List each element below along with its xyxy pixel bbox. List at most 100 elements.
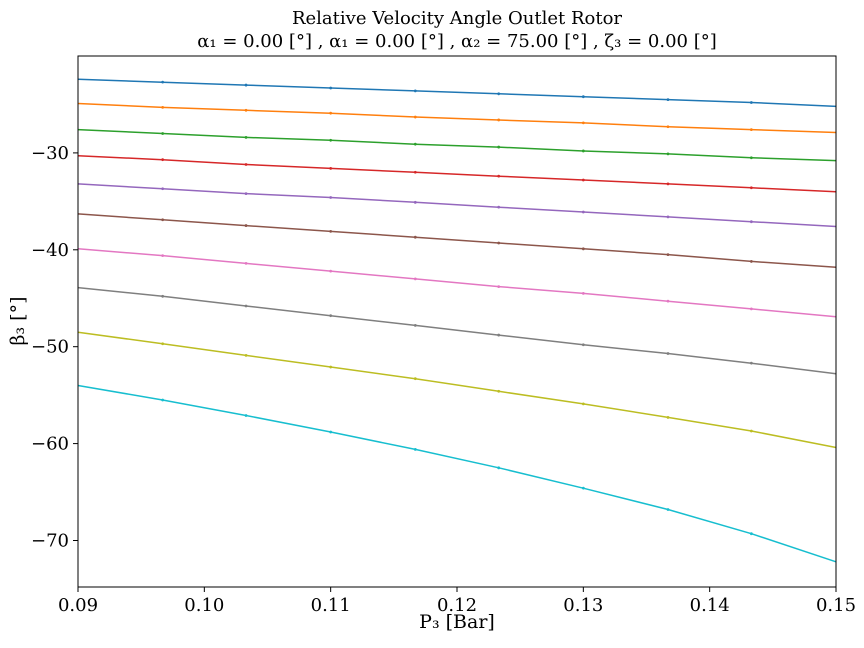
series-point — [749, 101, 753, 104]
series-point — [244, 163, 248, 166]
series-point — [244, 192, 248, 195]
y-tick-label: −30 — [31, 143, 69, 164]
series-point — [329, 430, 333, 434]
series-line-9 — [77, 331, 837, 449]
series-point — [329, 196, 333, 199]
series-point — [666, 299, 670, 303]
series-point — [329, 167, 333, 170]
series-line-4 — [77, 155, 837, 193]
series-point — [244, 83, 248, 87]
series-point — [161, 342, 165, 346]
series-line-7 — [77, 248, 837, 318]
y-tick-label: −40 — [31, 240, 69, 261]
series-point — [497, 466, 501, 470]
series-point — [161, 80, 165, 84]
series-point — [329, 269, 333, 273]
series-point — [581, 210, 585, 214]
y-axis-label: β₃ [°] — [7, 297, 29, 346]
series-point — [329, 86, 333, 90]
series-point — [413, 323, 417, 327]
series-point — [161, 105, 165, 109]
series-point — [161, 254, 165, 258]
series-point — [749, 128, 753, 132]
series-point — [413, 448, 417, 451]
y-axis: −30 −40 −50 −60 −70 — [31, 143, 78, 551]
series-point — [244, 135, 248, 139]
series-point — [581, 95, 585, 99]
series-point — [244, 354, 248, 357]
series-point — [666, 253, 670, 257]
series-point — [497, 145, 501, 149]
series-point — [413, 377, 417, 381]
series-point — [244, 108, 248, 112]
series-point — [329, 111, 333, 115]
series-point — [497, 389, 501, 393]
series-point — [329, 314, 333, 318]
series-point — [666, 508, 670, 511]
x-tick-label: 0.14 — [690, 595, 730, 616]
plot-frame — [77, 55, 837, 588]
series-point — [497, 205, 501, 209]
series-line-8 — [77, 286, 837, 375]
series-point — [581, 178, 585, 182]
series-point — [244, 261, 248, 265]
x-tick-label: 0.13 — [563, 595, 603, 616]
series-point — [244, 224, 248, 227]
y-tick-label: −50 — [31, 337, 69, 358]
x-axis-label: P₃ [Bar] — [419, 611, 495, 633]
series-point — [666, 98, 670, 102]
series-point — [749, 307, 753, 311]
series-point — [497, 92, 501, 96]
series-point — [413, 277, 417, 281]
chart-title: Relative Velocity Angle Outlet Rotor — [292, 8, 622, 29]
series-layer — [77, 78, 837, 563]
series-point — [161, 218, 165, 222]
series-point — [749, 186, 753, 190]
series-line-6 — [77, 213, 837, 268]
series-line-2 — [77, 102, 837, 134]
series-point — [749, 260, 753, 263]
x-axis: 0.09 0.10 0.11 0.12 0.13 0.14 0.15 — [58, 587, 856, 616]
series-point — [581, 247, 585, 251]
x-tick-label: 0.11 — [311, 595, 351, 616]
y-tick-label: −70 — [31, 530, 69, 551]
series-point — [749, 429, 753, 433]
series-point — [581, 149, 585, 153]
series-point — [581, 343, 585, 347]
series-point — [497, 285, 501, 289]
series-point — [666, 352, 670, 355]
series-point — [497, 174, 501, 178]
series-point — [161, 132, 165, 135]
series-point — [749, 361, 753, 365]
x-tick-label: 0.10 — [184, 595, 224, 616]
x-tick-label: 0.15 — [816, 595, 856, 616]
chart-subtitle: α₁ = 0.00 [°] , α₁ = 0.00 [°] , α₂ = 75.… — [197, 31, 717, 52]
x-tick-label: 0.12 — [437, 595, 477, 616]
series-point — [244, 304, 248, 308]
series-line-5 — [77, 183, 837, 228]
series-point — [413, 200, 417, 204]
series-point — [666, 152, 670, 156]
series-point — [749, 220, 753, 224]
series-point — [329, 229, 333, 233]
series-point — [413, 235, 417, 239]
series-point — [161, 187, 165, 191]
series-point — [413, 142, 417, 146]
series-point — [413, 170, 417, 174]
series-point — [581, 402, 585, 406]
series-point — [666, 182, 670, 186]
series-point — [329, 365, 333, 369]
y-tick-label: −60 — [31, 434, 69, 455]
series-point — [413, 115, 417, 119]
series-point — [161, 398, 165, 402]
series-line-1 — [77, 78, 837, 108]
series-point — [244, 414, 248, 417]
series-point — [497, 241, 501, 245]
series-point — [749, 532, 753, 536]
series-point — [413, 89, 417, 93]
series-line-10 — [77, 384, 837, 563]
series-line-3 — [77, 128, 837, 162]
series-point — [749, 156, 753, 160]
series-point — [497, 118, 501, 122]
